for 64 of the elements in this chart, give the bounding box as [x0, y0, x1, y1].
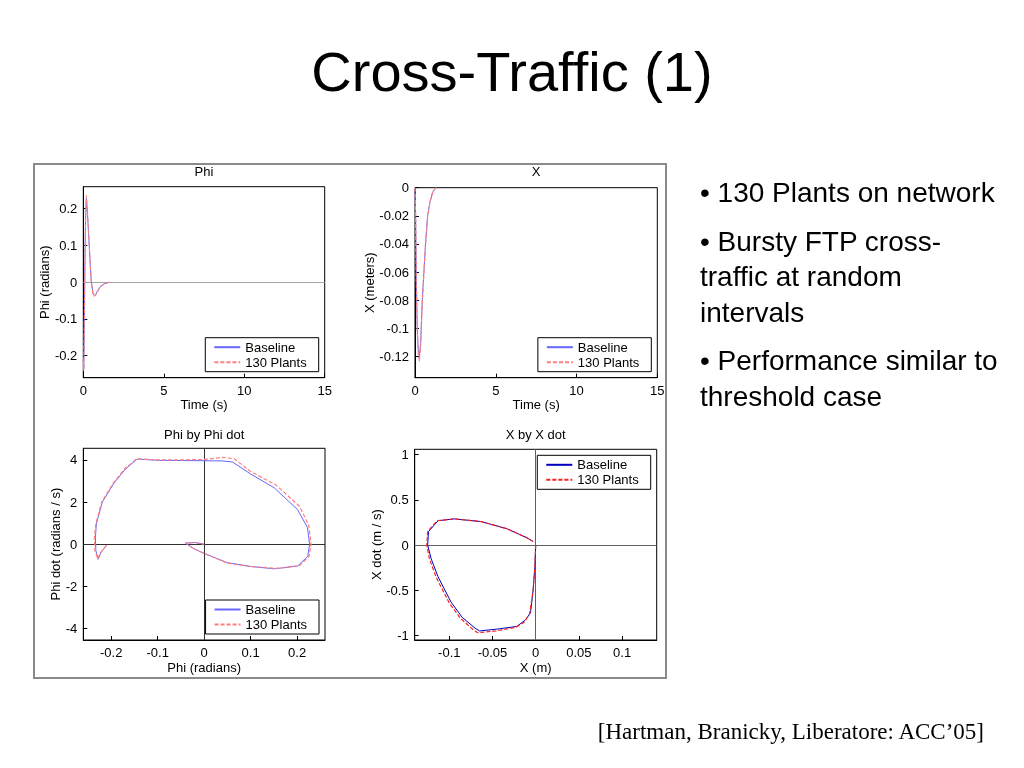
- x-tick-label: 0.05: [566, 645, 592, 660]
- legend-label: 130 Plants: [245, 354, 308, 370]
- legend-label: 130 Plants: [577, 472, 640, 488]
- x-axis-title: X (m): [519, 659, 552, 675]
- x-tick-label: -0.05: [477, 645, 508, 660]
- x-tick-label: 5: [160, 382, 168, 398]
- text: • 130 Plants on network: [700, 176, 996, 210]
- y-tick-label: -0.1: [54, 311, 78, 327]
- text: Cross-Traffic (1): [310, 39, 714, 105]
- y-tick-label: -1: [397, 627, 409, 643]
- chart-title: Phi: [194, 164, 214, 179]
- y-tick-label: -0.04: [379, 236, 409, 252]
- chart-title: Phi by Phi dot: [164, 427, 245, 442]
- x-tick-label: 0: [200, 645, 208, 660]
- x-tick-label: 0.1: [241, 645, 260, 660]
- x-tick-label: -0.1: [146, 645, 169, 660]
- text: • Performance similar to threshold case: [700, 344, 999, 414]
- y-tick-label: 0: [70, 536, 78, 552]
- y-tick-label: 0: [401, 537, 409, 553]
- x-tick-label: 5: [492, 382, 500, 398]
- chart-title: X: [531, 164, 541, 179]
- y-tick-label: -0.2: [54, 348, 78, 364]
- x-axis-title: Time (s): [180, 397, 228, 413]
- chart-title: X by X dot: [505, 427, 567, 442]
- y-axis-title: X (meters): [361, 252, 377, 314]
- legend-label: 130 Plants: [577, 354, 640, 370]
- x-tick-label: -0.1: [438, 645, 461, 660]
- y-tick-label: 4: [70, 452, 78, 468]
- legend-label: Baseline: [577, 339, 628, 355]
- legend-label: Baseline: [577, 457, 628, 473]
- text: • Bursty FTP cross-traffic at random intervals: [700, 224, 943, 330]
- y-tick-label: 1: [401, 447, 409, 463]
- y-axis-title: Phi dot (radians / s): [48, 487, 64, 601]
- x-tick-label: 15: [317, 382, 332, 398]
- y-tick-label: -2: [65, 578, 78, 594]
- y-tick-label: -0.5: [386, 582, 409, 598]
- x-tick-label: 0: [411, 382, 419, 398]
- x-tick-label: -0.2: [99, 645, 123, 660]
- y-axis-title: X dot (m / s): [369, 509, 385, 581]
- x-tick-label: 15: [650, 382, 665, 398]
- x-axis-title: Phi (radians): [167, 659, 241, 675]
- y-tick-label: -0.1: [386, 320, 409, 336]
- x-tick-label: 10: [569, 382, 584, 398]
- legend-label: Baseline: [245, 339, 296, 355]
- y-tick-label: 0.2: [59, 201, 78, 217]
- y-tick-label: 0: [401, 180, 409, 196]
- x-tick-label: 0.1: [613, 645, 632, 660]
- x-tick-label: 10: [237, 382, 252, 398]
- x-tick-label: 0: [532, 645, 540, 660]
- y-tick-label: -4: [65, 620, 78, 636]
- y-tick-label: -0.02: [379, 208, 409, 224]
- legend-label: Baseline: [245, 602, 296, 617]
- y-tick-label: 2: [70, 494, 78, 510]
- y-tick-label: -0.12: [379, 349, 409, 365]
- y-tick-label: 0.1: [59, 237, 78, 253]
- x-tick-label: 0.2: [288, 645, 307, 660]
- x-axis-title: Time (s): [512, 397, 560, 413]
- y-tick-label: 0: [70, 274, 78, 290]
- legend-label: 130 Plants: [245, 617, 308, 632]
- y-tick-label: -0.08: [379, 292, 409, 308]
- y-axis-title: Phi (radians): [37, 245, 53, 320]
- text: [Hartman, Branicky, Liberatore: ACC’05]: [596, 718, 984, 746]
- y-tick-label: 0.5: [390, 492, 409, 508]
- y-tick-label: -0.06: [379, 264, 409, 280]
